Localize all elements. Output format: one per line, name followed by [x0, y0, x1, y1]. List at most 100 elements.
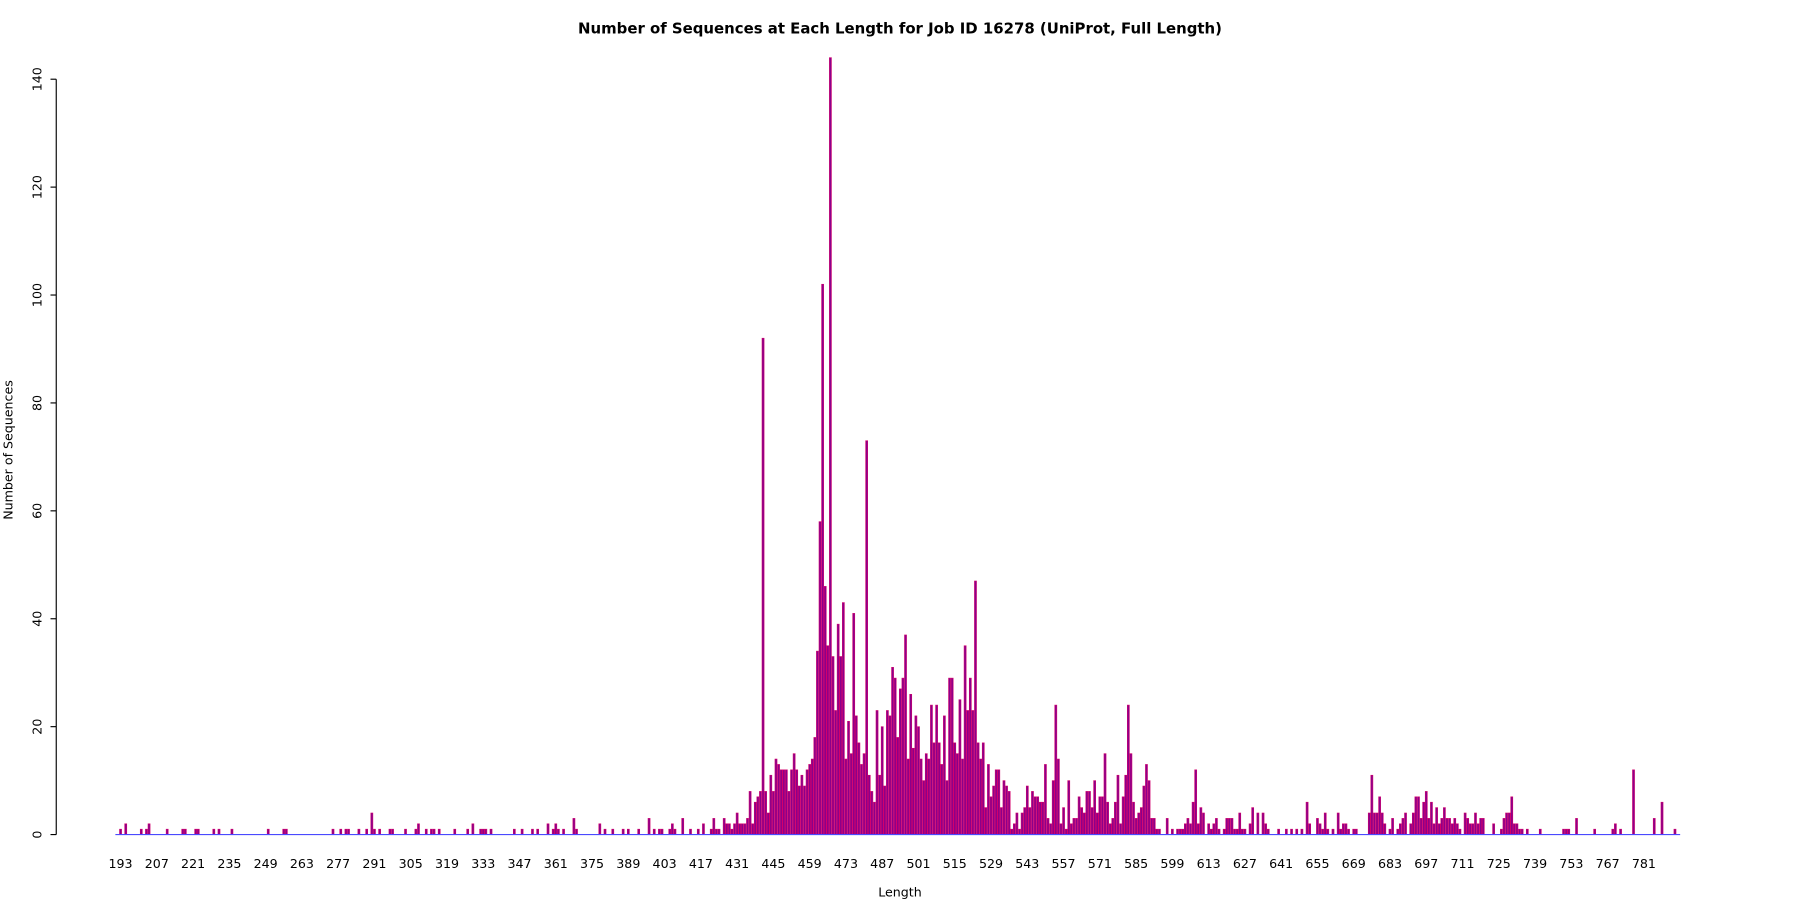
bar — [1251, 807, 1255, 835]
bar — [782, 769, 786, 835]
bar — [551, 828, 555, 835]
y-tick-label: 140 — [29, 67, 44, 91]
bar — [857, 742, 861, 835]
bar — [958, 699, 962, 835]
bar — [1520, 828, 1524, 835]
bar — [847, 720, 850, 835]
bar — [979, 758, 982, 835]
x-tick-label: 473 — [834, 856, 858, 871]
bar — [1256, 812, 1260, 835]
bar — [196, 828, 200, 835]
bar — [1248, 823, 1252, 835]
bar — [888, 715, 892, 835]
bar — [1142, 785, 1146, 835]
bar — [1114, 801, 1117, 835]
bar — [1225, 818, 1229, 835]
bar — [1399, 823, 1402, 835]
bar — [1077, 796, 1081, 835]
bar — [839, 656, 843, 835]
bar — [1619, 828, 1622, 835]
x-tick-label: 207 — [145, 856, 169, 871]
bar — [766, 812, 770, 835]
bar — [1038, 801, 1042, 835]
bar — [797, 785, 801, 835]
bar — [878, 774, 881, 835]
bar — [873, 801, 876, 835]
bar — [1502, 818, 1506, 835]
bar — [1435, 807, 1438, 835]
bar — [860, 764, 863, 835]
bar — [212, 828, 216, 835]
x-tick-label: 669 — [1342, 856, 1366, 871]
bar — [1209, 828, 1213, 835]
bar — [1132, 801, 1135, 835]
bar — [826, 645, 830, 835]
bar — [647, 818, 651, 835]
bar — [909, 693, 913, 835]
bar — [139, 828, 143, 835]
x-tick-label: 683 — [1378, 856, 1402, 871]
bar — [285, 828, 288, 835]
bar — [1417, 796, 1420, 835]
bar — [790, 769, 793, 835]
bar — [777, 764, 780, 835]
bar — [785, 769, 788, 835]
bar — [935, 704, 938, 835]
bar — [963, 645, 967, 835]
bar — [365, 828, 368, 835]
bar — [513, 828, 516, 835]
bar — [753, 801, 757, 835]
bar — [339, 828, 343, 835]
bar — [1430, 801, 1433, 835]
bar — [145, 828, 148, 835]
bar — [378, 828, 381, 835]
x-tick-label: 319 — [435, 856, 459, 871]
bar — [1005, 785, 1008, 835]
bar — [1233, 828, 1236, 835]
bar — [1108, 823, 1112, 835]
bar — [1419, 818, 1423, 835]
bar — [1261, 812, 1265, 835]
bar — [1051, 780, 1055, 835]
bar — [1367, 812, 1371, 835]
y-tick-label: 100 — [29, 283, 44, 307]
bar — [1139, 807, 1143, 835]
bar — [728, 823, 731, 835]
bar — [1323, 812, 1327, 835]
bar — [867, 774, 871, 835]
bar — [927, 758, 931, 835]
x-tick-label: 529 — [979, 856, 1003, 871]
bar — [1373, 812, 1376, 835]
bar — [391, 828, 394, 835]
bar — [994, 769, 998, 835]
bar — [1165, 818, 1169, 835]
bar — [880, 726, 884, 835]
bar — [1295, 828, 1299, 835]
x-tick-label: 431 — [725, 856, 749, 871]
bar — [1222, 828, 1226, 835]
bar — [738, 823, 742, 835]
bar — [554, 823, 558, 835]
bar — [1124, 774, 1128, 835]
bar — [1127, 704, 1130, 835]
bar — [1230, 818, 1234, 835]
x-tick-label: 697 — [1414, 856, 1438, 871]
bar — [735, 812, 739, 835]
bar — [1098, 796, 1102, 835]
bar — [696, 828, 700, 835]
y-tick-label: 40 — [29, 611, 44, 627]
bar — [1111, 818, 1115, 835]
bar — [1085, 791, 1089, 835]
bar — [1510, 796, 1514, 835]
bar — [347, 828, 350, 835]
x-tick-label: 193 — [109, 856, 133, 871]
x-tick-label: 641 — [1269, 856, 1293, 871]
x-tick-label: 501 — [906, 856, 930, 871]
bar — [852, 613, 856, 835]
bar — [849, 753, 853, 835]
x-tick-label: 249 — [254, 856, 278, 871]
bar — [652, 828, 656, 835]
bar — [1518, 828, 1521, 835]
x-tick-label: 235 — [217, 856, 241, 871]
bar — [1057, 758, 1060, 835]
